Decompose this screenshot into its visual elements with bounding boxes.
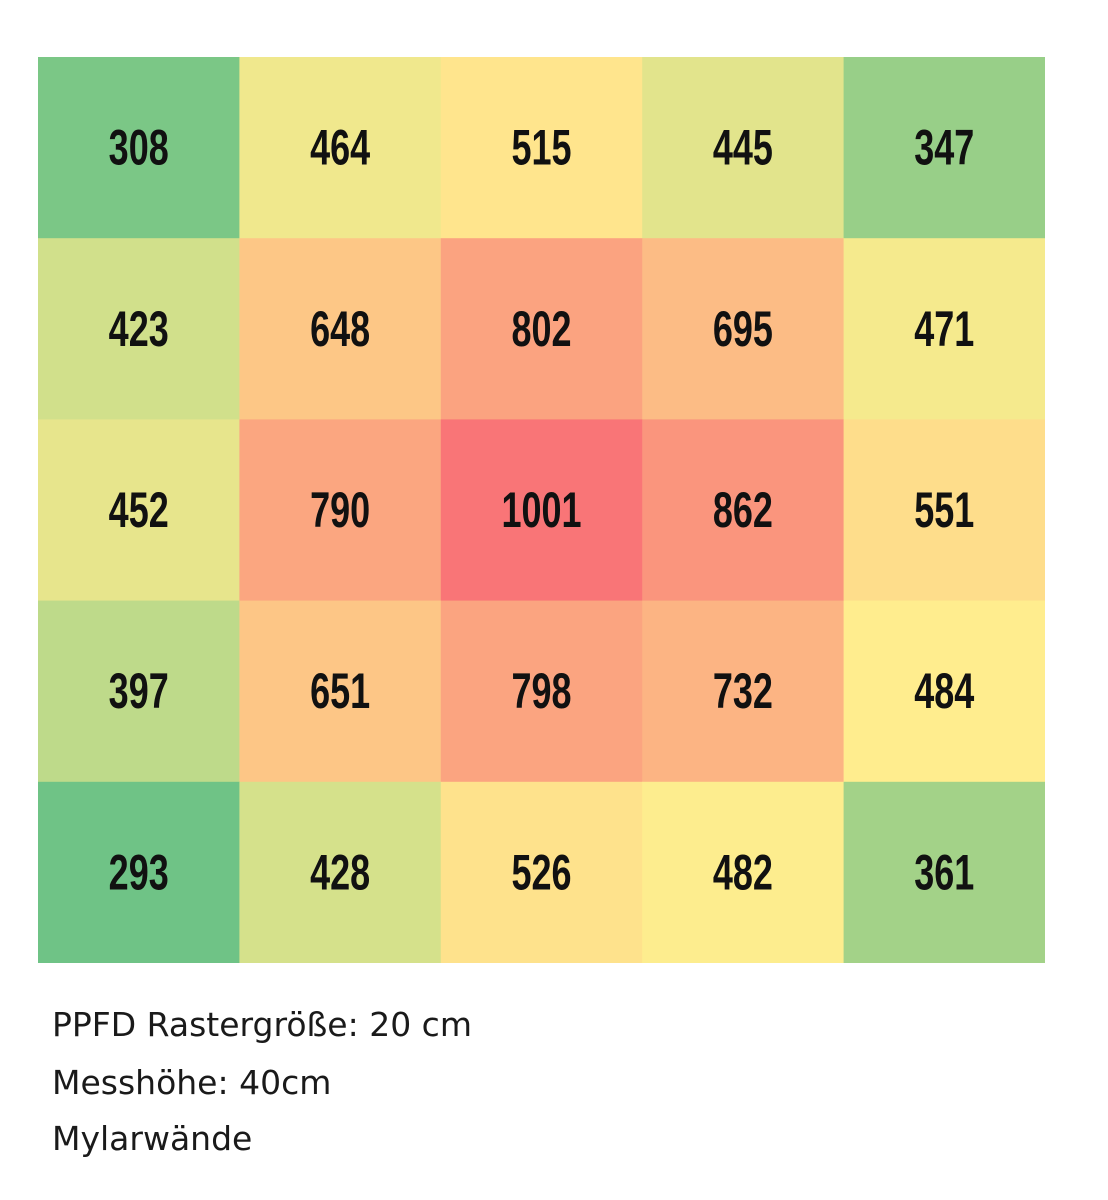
- heatmap-cell-value: 482: [713, 846, 773, 901]
- heatmap-cell-value: 428: [310, 846, 370, 901]
- heatmap-cell: [239, 781, 442, 963]
- heatmap-cell: [642, 781, 845, 963]
- heatmap-cell-value: 732: [713, 665, 773, 720]
- heatmap-cell: [239, 600, 442, 783]
- heatmap-cell-value: 526: [511, 846, 571, 901]
- heatmap-cell-value: 452: [109, 483, 169, 538]
- heatmap-cell-value: 648: [310, 302, 370, 357]
- heatmap-cell: [843, 238, 1045, 420]
- heatmap-cell-value: 790: [310, 483, 370, 538]
- heatmap-cell: [38, 781, 240, 963]
- heatmap-cell: [440, 419, 643, 602]
- heatmap-cell: [38, 238, 240, 420]
- heatmap-cell: [843, 57, 1045, 239]
- heatmap-cell-value: 361: [914, 846, 974, 901]
- heatmap-cell-value: 484: [914, 665, 974, 720]
- caption-grid-size: PPFD Rastergröße: 20 cm: [52, 1005, 472, 1044]
- heatmap-cell: [239, 57, 442, 239]
- heatmap-cell: [642, 57, 845, 239]
- heatmap-cell-value: 397: [109, 665, 169, 720]
- heatmap-cell: [642, 238, 845, 420]
- heatmap-cell-value: 445: [713, 121, 773, 176]
- heatmap-cell-value: 651: [310, 665, 370, 720]
- heatmap-cell: [843, 600, 1045, 783]
- heatmap-cell: [239, 238, 442, 420]
- heatmap-cell-value: 423: [109, 302, 169, 357]
- caption-measure-height: Messhöhe: 40cm: [52, 1063, 332, 1102]
- heatmap-cell: [239, 419, 442, 602]
- heatmap-cell: [843, 781, 1045, 963]
- heatmap-cell-value: 798: [511, 665, 571, 720]
- heatmap-cell: [642, 600, 845, 783]
- heatmap-cell-value: 471: [914, 302, 974, 357]
- heatmap-cell: [38, 57, 240, 239]
- heatmap-cell-value: 347: [914, 121, 974, 176]
- heatmap-cell: [440, 600, 643, 783]
- heatmap-cell-value: 551: [914, 483, 974, 538]
- heatmap-cell: [38, 600, 240, 783]
- heatmap-cell-value: 293: [109, 846, 169, 901]
- heatmap-cell: [440, 57, 643, 239]
- heatmap-cell-value: 695: [713, 302, 773, 357]
- heatmap-cell-value: 862: [713, 483, 773, 538]
- heatmap-cell: [843, 419, 1045, 602]
- heatmap-cell: [440, 238, 643, 420]
- heatmap-cell-value: 802: [511, 302, 571, 357]
- heatmap-cell-value: 515: [511, 121, 571, 176]
- heatmap-cell-value: 308: [109, 121, 169, 176]
- heatmap-cell: [642, 419, 845, 602]
- heatmap-cell: [440, 781, 643, 963]
- heatmap-cell: [38, 419, 240, 602]
- heatmap-cell-value: 464: [310, 121, 370, 176]
- ppfd-heatmap: 308 464 515 445 347 423 648 802 695 471 452 790 1001…: [38, 57, 1045, 963]
- heatmap-cell-value: 1001: [501, 483, 581, 538]
- caption-walls: Mylarwände: [52, 1119, 253, 1158]
